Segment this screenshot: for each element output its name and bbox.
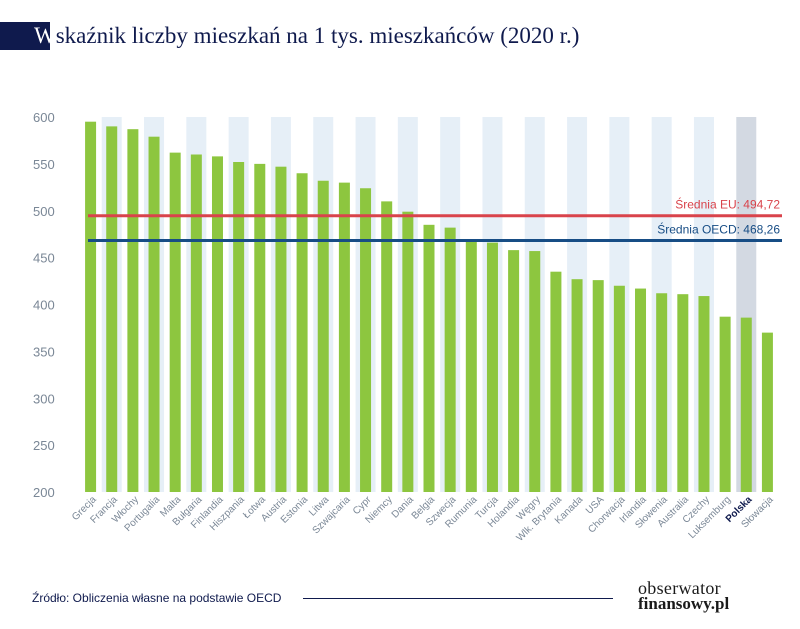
bar: [761, 332, 773, 492]
bar: [148, 136, 160, 492]
y-tick-label: 450: [33, 251, 55, 266]
bar: [317, 180, 329, 492]
title-initial: W: [34, 23, 56, 48]
y-tick-label: 250: [33, 438, 55, 453]
bar: [571, 279, 583, 492]
bar: [740, 317, 752, 492]
y-tick-label: 550: [33, 157, 55, 172]
bar: [381, 201, 393, 492]
reference-lines: Średnia EU: 494,72 Średnia OECD: 468,26: [88, 197, 782, 243]
bar: [338, 182, 350, 492]
bar: [508, 250, 520, 492]
source-note: Źródło: Obliczenia własne na podstawie O…: [32, 591, 282, 605]
bar: [656, 293, 668, 492]
reference-label: Średnia OECD: 468,26: [657, 222, 780, 237]
bar: [275, 166, 287, 492]
title-rest: skaźnik liczby mieszkań na 1 tys. mieszk…: [55, 23, 580, 48]
y-tick-label: 300: [33, 391, 55, 406]
footer-divider: [303, 598, 613, 599]
bar: [106, 126, 118, 492]
y-tick-label: 200: [33, 485, 55, 500]
bars: [85, 121, 773, 492]
bar: [698, 296, 710, 492]
title-accent-bar: [0, 22, 50, 50]
bar: [402, 211, 414, 492]
bar: [677, 294, 689, 492]
bar: [190, 154, 202, 492]
y-tick-label: 400: [33, 298, 55, 313]
chart-title: Wskaźnik liczby mieszkań na 1 tys. miesz…: [34, 21, 579, 51]
logo-line-2: finansowy.pl: [638, 594, 730, 613]
bar: [360, 188, 372, 492]
bar: [127, 129, 139, 492]
bar: [486, 242, 498, 492]
y-tick-label: 600: [33, 110, 55, 125]
bar: [613, 285, 625, 492]
x-axis: GrecjaFrancjaWłochyPortugaliaMaltaBułgar…: [70, 494, 776, 544]
reference-label: Średnia EU: 494,72: [675, 197, 780, 212]
bar: [85, 121, 97, 492]
bar: [254, 163, 266, 492]
bar: [444, 227, 456, 492]
bar: [635, 288, 647, 492]
bar: [169, 152, 181, 492]
y-tick-label: 500: [33, 204, 55, 219]
title-block: Wskaźnik liczby mieszkań na 1 tys. miesz…: [0, 22, 800, 50]
bar: [211, 156, 223, 492]
logo-line-1: obserwator: [638, 578, 721, 598]
bar: [423, 224, 435, 492]
bar: [592, 280, 604, 492]
brand-logo: obserwator finansowy.pl: [638, 578, 778, 613]
y-axis: 200 250 300 350 400 450 500 550 600: [33, 110, 55, 500]
bar: [550, 271, 562, 492]
bar: [296, 173, 308, 492]
bar: [719, 316, 731, 492]
y-tick-label: 350: [33, 344, 55, 359]
bar: [233, 162, 245, 492]
bar: [465, 239, 477, 492]
bar: [529, 251, 541, 492]
